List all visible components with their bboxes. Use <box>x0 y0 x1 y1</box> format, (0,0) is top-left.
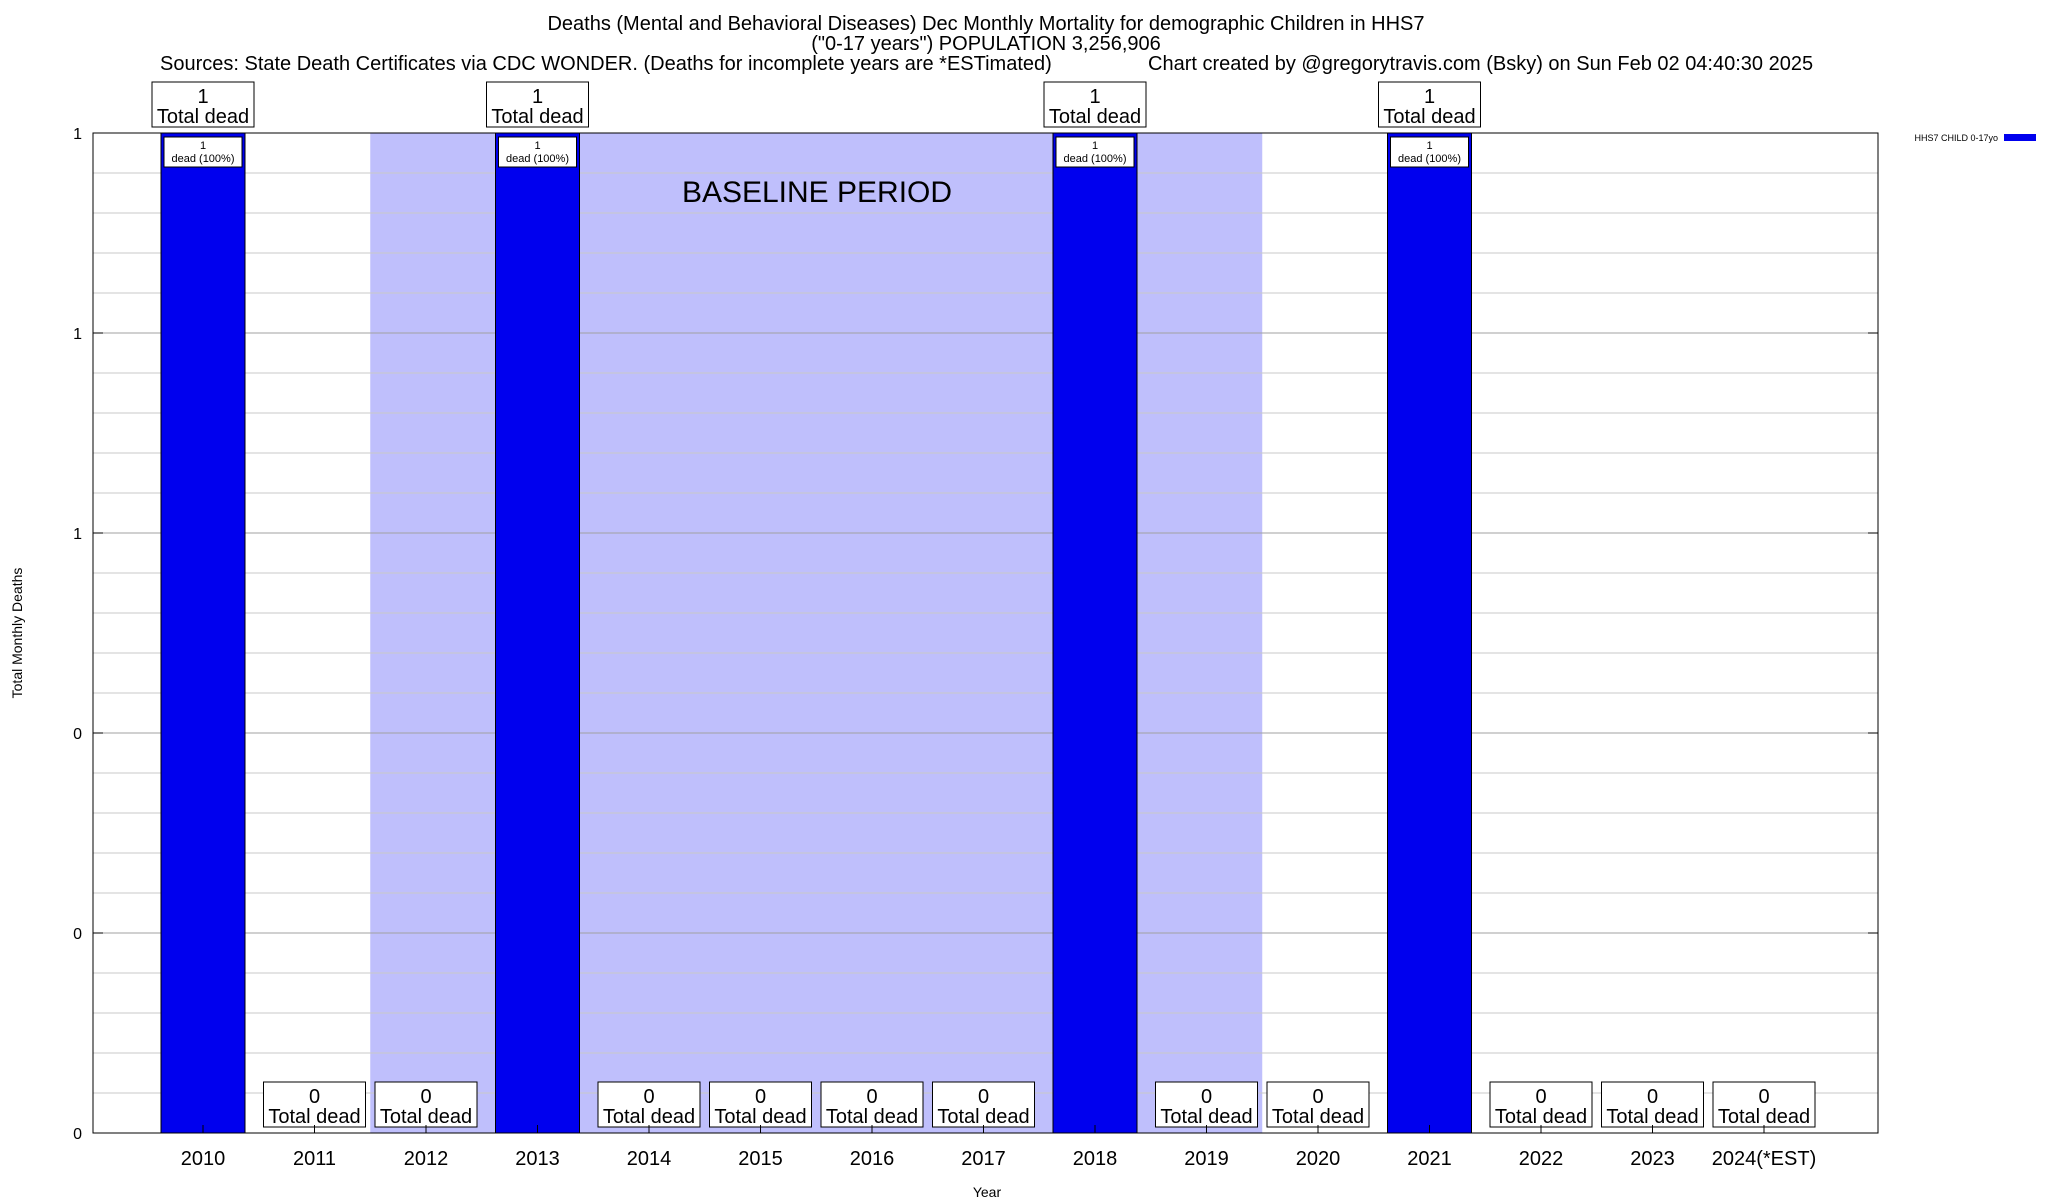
total-label-text: Total dead <box>1272 1106 1364 1128</box>
total-label-text: Total dead <box>603 1106 695 1128</box>
x-tick-label: 2020 <box>1296 1148 1341 1170</box>
total-label-text: Total dead <box>826 1106 918 1128</box>
total-label-box <box>1043 81 1147 128</box>
total-label-box <box>151 81 255 128</box>
total-label-value: 0 <box>1312 1086 1323 1108</box>
x-tick-label: 2014 <box>627 1148 672 1170</box>
x-tick-label: 2012 <box>404 1148 449 1170</box>
total-label-box <box>1378 81 1481 128</box>
inner-label-box <box>1390 136 1469 168</box>
x-tick-label: 2023 <box>1630 1148 1675 1170</box>
total-label-box <box>820 1081 924 1128</box>
x-tick-label: 2016 <box>850 1148 895 1170</box>
x-tick-label: 2022 <box>1519 1148 1564 1170</box>
total-label-text: Total dead <box>380 1106 472 1128</box>
x-tick-label: 2019 <box>1184 1148 1229 1170</box>
legend-label: HHS7 CHILD 0-17yo <box>1914 133 1998 143</box>
total-label-text: Total dead <box>157 106 249 128</box>
legend-swatch <box>2004 134 2036 141</box>
inner-label-value: 1 <box>1426 140 1432 152</box>
chart-title: Deaths (Mental and Behavioral Diseases) … <box>547 13 1425 35</box>
x-tick-label: 2018 <box>1073 1148 1118 1170</box>
total-label-text: Total dead <box>1049 106 1141 128</box>
y-tick-label: 1 <box>73 126 82 143</box>
inner-label-box <box>498 136 577 168</box>
y-tick-label: 0 <box>73 726 82 743</box>
total-label-text: Total dead <box>714 1106 806 1128</box>
baseline-label: BASELINE PERIOD <box>682 176 952 209</box>
bar-2018 <box>1052 132 1138 1134</box>
chart-subtitle: ("0-17 years") POPULATION 3,256,906 <box>811 33 1161 55</box>
inner-label-box <box>1055 136 1135 168</box>
inner-label-value: 1 <box>200 140 206 152</box>
total-label-text: Total dead <box>491 106 583 128</box>
plot-border <box>92 132 1879 1134</box>
total-label-box <box>1601 1081 1704 1128</box>
inner-label-box <box>163 136 243 168</box>
total-label-text: Total dead <box>1718 1106 1810 1128</box>
total-label-box <box>486 81 589 128</box>
total-label-box <box>932 1081 1035 1128</box>
x-tick-label: 2013 <box>515 1148 560 1170</box>
total-label-text: Total dead <box>268 1106 360 1128</box>
total-label-value: 0 <box>1758 1086 1769 1108</box>
x-axis-label: Year <box>973 1184 1002 1200</box>
bar-2021 <box>1387 132 1472 1134</box>
total-label-box <box>597 1081 701 1128</box>
total-label-value: 1 <box>1424 86 1435 108</box>
total-label-value: 0 <box>1647 1086 1658 1108</box>
total-label-value: 0 <box>978 1086 989 1108</box>
bar-2013 <box>495 132 580 1134</box>
total-label-value: 0 <box>755 1086 766 1108</box>
total-label-value: 0 <box>1201 1086 1212 1108</box>
y-tick-label: 1 <box>73 326 82 343</box>
total-label-box <box>1489 1081 1593 1128</box>
x-tick-label: 2010 <box>181 1148 226 1170</box>
x-tick-label: 2021 <box>1407 1148 1452 1170</box>
total-label-text: Total dead <box>937 1106 1029 1128</box>
total-label-box <box>709 1081 812 1128</box>
inner-label-text: dead (100%) <box>172 153 235 165</box>
total-label-value: 0 <box>866 1086 877 1108</box>
inner-label-text: dead (100%) <box>506 153 569 165</box>
total-label-value: 1 <box>1089 86 1100 108</box>
inner-label-value: 1 <box>1092 140 1098 152</box>
inner-label-text: dead (100%) <box>1064 153 1127 165</box>
total-label-value: 0 <box>309 1086 320 1108</box>
total-label-value: 0 <box>420 1086 431 1108</box>
total-label-value: 1 <box>197 86 208 108</box>
x-tick-label: 2017 <box>961 1148 1006 1170</box>
x-tick-label: 2024(*EST) <box>1712 1148 1817 1170</box>
chart-sources: Sources: State Death Certificates via CD… <box>160 53 1052 75</box>
total-label-text: Total dead <box>1383 106 1475 128</box>
y-axis-label: Total Monthly Deaths <box>9 568 25 699</box>
total-label-value: 1 <box>532 86 543 108</box>
total-label-text: Total dead <box>1160 1106 1252 1128</box>
total-label-value: 0 <box>1535 1086 1546 1108</box>
y-tick-label: 0 <box>73 1126 82 1143</box>
x-tick-label: 2011 <box>293 1148 336 1170</box>
chart-credit: Chart created by @gregorytravis.com (Bsk… <box>1148 53 1814 75</box>
bar-2010 <box>160 132 246 1134</box>
total-label-box <box>1155 1081 1258 1128</box>
total-label-text: Total dead <box>1495 1106 1587 1128</box>
y-tick-label: 0 <box>73 926 82 943</box>
inner-label-value: 1 <box>534 140 540 152</box>
y-tick-label: 1 <box>73 526 82 543</box>
total-label-value: 0 <box>643 1086 654 1108</box>
total-label-text: Total dead <box>1606 1106 1698 1128</box>
total-label-box <box>263 1081 366 1128</box>
x-tick-label: 2015 <box>738 1148 783 1170</box>
total-label-box <box>1712 1081 1816 1128</box>
inner-label-text: dead (100%) <box>1398 153 1461 165</box>
